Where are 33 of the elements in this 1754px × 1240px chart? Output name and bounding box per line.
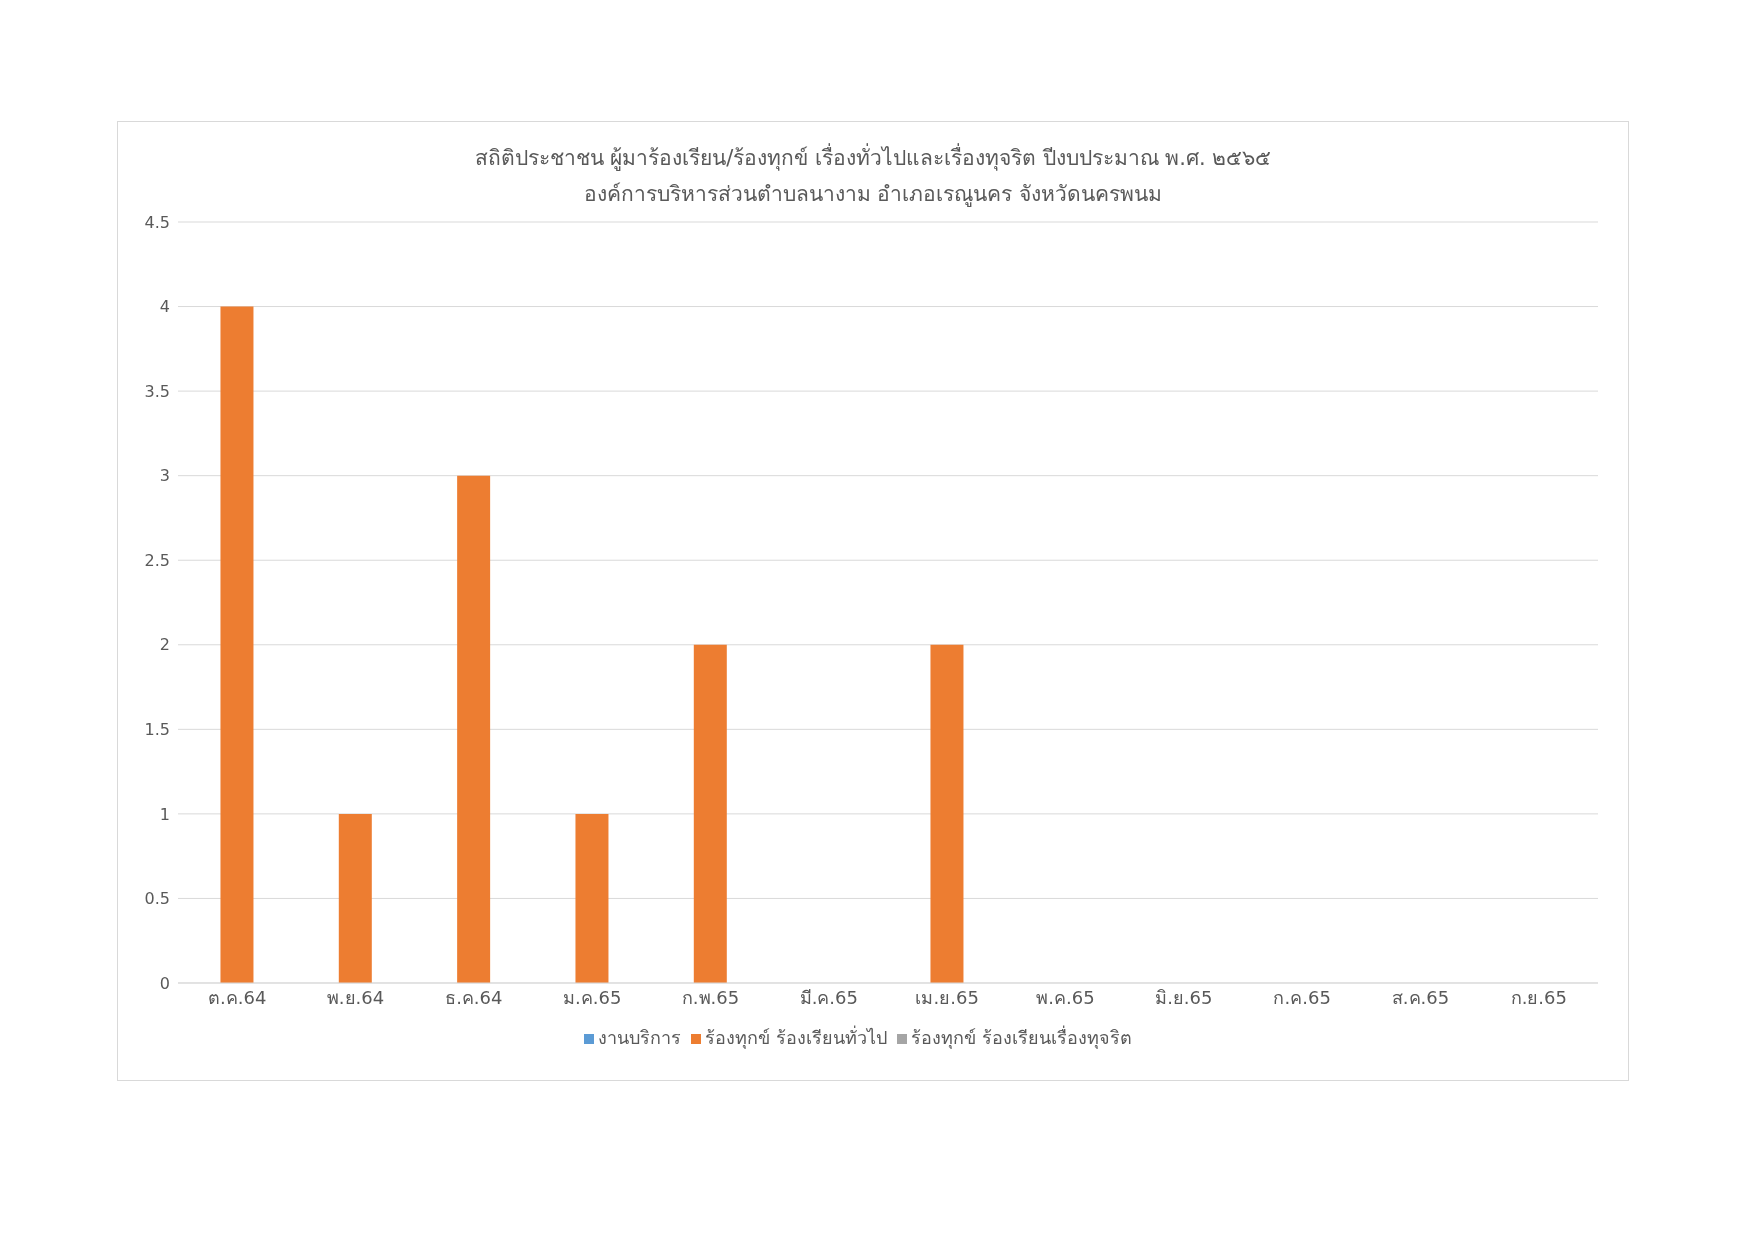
chart-title: สถิติประชาชน ผู้มาร้องเรียน/ร้องทุกข์ เรื่องทั่วไปและเรื่องทุจริต ปีงบประมาณ พ.ศ. ๒๕๖๕ [473, 142, 1273, 173]
bar [575, 813, 609, 983]
y-tick-label: 3 [159, 466, 170, 486]
x-tick-label: พ.ค.65 [1036, 986, 1095, 1008]
legend-label: ร้องทุกข์ ร้องเรียนทั่วไป [705, 1027, 887, 1048]
bar [338, 813, 372, 983]
y-tick-label: 1 [159, 804, 170, 824]
bar [457, 475, 491, 983]
x-tick-label: ส.ค.65 [1391, 986, 1450, 1008]
x-tick-label: ก.ย.65 [1510, 986, 1568, 1008]
y-tick-label: 2 [159, 635, 170, 655]
x-tick-label: เม.ย.65 [915, 986, 979, 1008]
x-tick-label: ธ.ค.64 [445, 986, 503, 1008]
x-tick-label: ต.ค.64 [207, 986, 267, 1008]
bar [693, 644, 727, 983]
y-tick-label: 2.5 [144, 550, 170, 570]
y-tick-label: 1.5 [144, 720, 170, 740]
x-tick-label: มี.ค.65 [799, 986, 859, 1008]
legend-label: งานบริการ [598, 1027, 682, 1048]
y-tick-label: 4 [159, 297, 170, 317]
x-tick-label: มิ.ย.65 [1155, 986, 1213, 1008]
legend-label: ร้องทุกข์ ร้องเรียนเรื่องทุจริต [911, 1027, 1132, 1048]
y-tick-label: 0.5 [144, 889, 170, 909]
bar [220, 306, 254, 983]
bar [930, 644, 964, 983]
y-tick-label: 0 [159, 973, 170, 993]
y-tick-label: 3.5 [144, 381, 170, 401]
x-tick-label: ก.ค.65 [1273, 986, 1331, 1008]
x-tick-label: พ.ย.64 [326, 986, 385, 1008]
y-tick-label: 4.5 [144, 212, 170, 232]
chart-subtitle: องค์การบริหารส่วนตำบลนางาม อำเภอเรณูนคร จังหวัดนครพนม [582, 181, 1164, 209]
x-tick-label: ก.พ.65 [681, 986, 740, 1008]
x-tick-label: ม.ค.65 [562, 986, 622, 1008]
